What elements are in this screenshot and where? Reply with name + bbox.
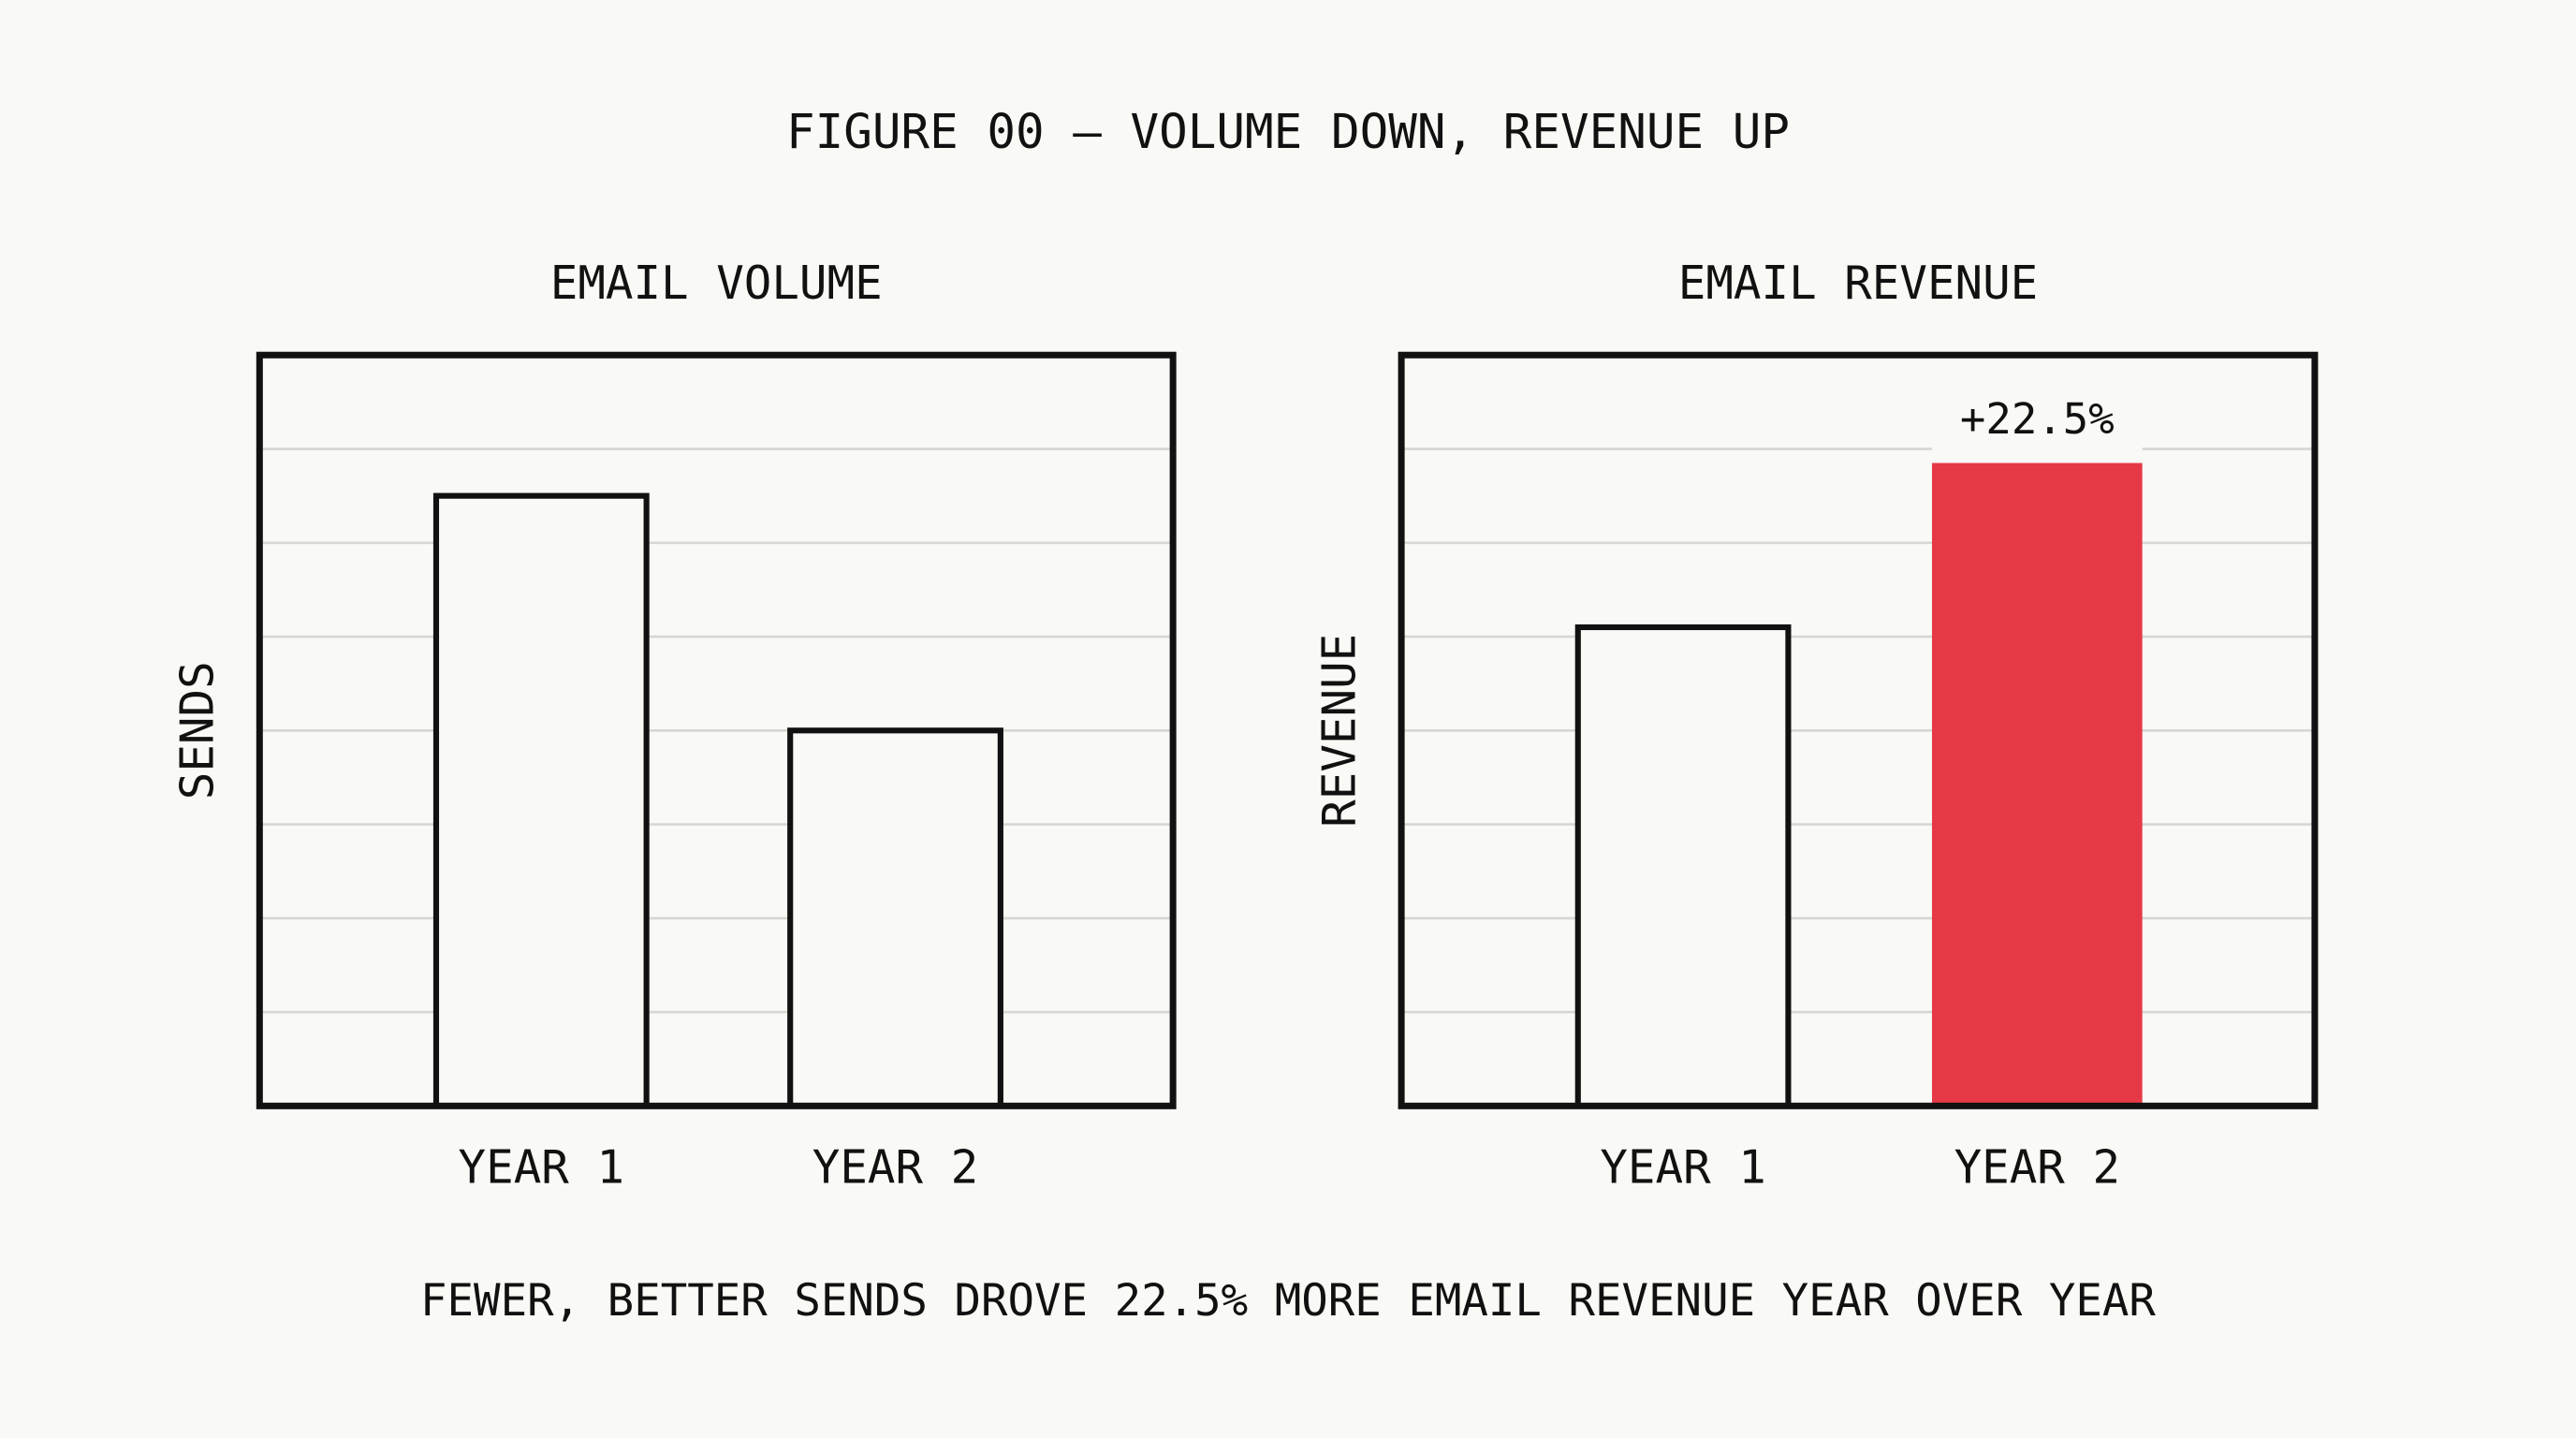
caption: FEWER, BETTER SENDS DROVE 22.5% MORE EMA… — [420, 1275, 2156, 1327]
x-tick-label: YEAR 2 — [812, 1139, 978, 1194]
bar — [432, 492, 650, 1109]
plot-frame — [256, 351, 1177, 1109]
bar — [1932, 462, 2143, 1107]
bar — [1574, 624, 1792, 1109]
chart-title: EMAIL REVENUE — [1678, 256, 2039, 310]
bar — [787, 727, 1003, 1109]
y-axis-label: REVENUE — [1311, 634, 1366, 828]
x-tick-label: YEAR 1 — [1600, 1139, 1765, 1194]
y-axis-label: SENDS — [170, 661, 225, 800]
x-tick-label: YEAR 2 — [1954, 1139, 2120, 1194]
annotation-background — [1932, 392, 2143, 452]
x-tick-label: YEAR 1 — [459, 1139, 624, 1194]
chart-title: EMAIL VOLUME — [550, 256, 883, 310]
figure-title: FIGURE 00 — VOLUME DOWN, REVENUE UP — [786, 105, 1790, 160]
plot-frame — [1398, 351, 2319, 1109]
annotation: +22.5% — [1960, 394, 2115, 444]
